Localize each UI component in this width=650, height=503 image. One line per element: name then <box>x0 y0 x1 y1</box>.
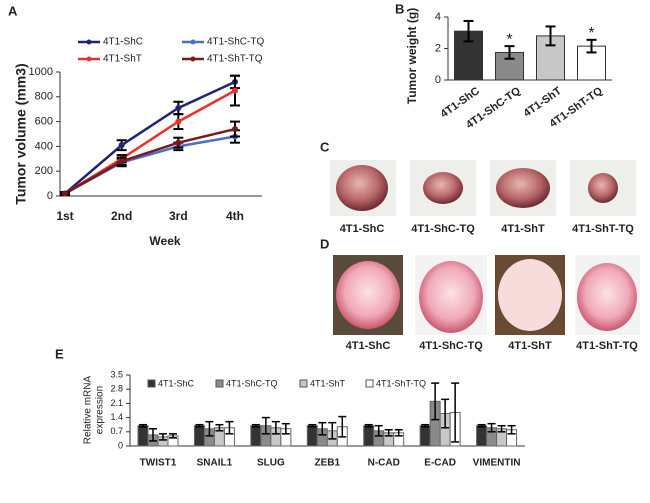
lung <box>577 263 637 331</box>
photo-label: 4T1-ShT <box>501 223 545 235</box>
photo-label: 4T1-ShT-TQ <box>572 223 634 235</box>
legend-marker <box>190 56 196 62</box>
bar <box>476 425 488 447</box>
legend-label: 4T1-ShC <box>103 37 143 48</box>
x-tick-label: 2nd <box>111 209 132 223</box>
panel-label: D <box>320 236 329 251</box>
legend-swatch <box>299 379 308 388</box>
legend-label: 4T1-ShC-TQ <box>207 37 264 48</box>
x-tick-label: SLUG <box>257 458 285 469</box>
y-axis-label: Tumor weight (g) <box>405 8 419 104</box>
tumor <box>423 172 463 204</box>
panel-label: E <box>55 346 64 361</box>
legend-swatch <box>147 379 156 388</box>
bar <box>363 425 375 447</box>
photo-label: 4T1-ShT-TQ <box>576 340 638 352</box>
panel-label: B <box>395 1 404 16</box>
y-tick-label: 0.7 <box>110 426 123 436</box>
x-tick-label: SNAIL1 <box>197 458 233 469</box>
x-tick-label: 4th <box>226 209 244 223</box>
y-axis-label: Tumor volume (mm3) <box>13 63 29 204</box>
legend-marker <box>86 39 92 45</box>
significance: * <box>588 25 594 42</box>
legend-label: 4T1-ShC <box>158 378 195 388</box>
lung <box>498 259 562 331</box>
x-tick-label: N-CAD <box>368 458 400 469</box>
bar <box>536 35 565 81</box>
tumor <box>496 168 550 208</box>
line <box>64 135 236 195</box>
y-tick-label: 2 <box>435 42 441 54</box>
point <box>232 87 238 94</box>
photo-label: 4T1-ShC-TQ <box>411 223 475 235</box>
legend-label: 4T1-ShT <box>103 54 142 65</box>
x-tick-label: VIMENTIN <box>473 458 521 469</box>
y-tick-label: 0 <box>435 74 441 86</box>
y-tick-label: 0 <box>47 190 53 202</box>
legend-swatch <box>215 379 224 388</box>
y-tick-label: 2.8 <box>110 384 123 394</box>
point <box>232 126 238 133</box>
legend-label: 4T1-ShT-TQ <box>376 378 426 388</box>
photo-label: 4T1-ShC <box>340 223 385 235</box>
y-tick-label: 4 <box>435 11 441 23</box>
x-tick-label: 1st <box>56 209 73 223</box>
y-tick-label: 1.4 <box>110 412 123 422</box>
legend-marker <box>86 56 92 62</box>
photo-label: 4T1-ShC-TQ <box>419 340 483 352</box>
line <box>64 127 236 195</box>
legend-swatch <box>365 379 374 388</box>
bar <box>193 425 205 447</box>
photo-label: 4T1-ShC <box>346 340 391 352</box>
y-tick-label: 800 <box>35 91 53 103</box>
legend-label: 4T1-ShT <box>310 378 346 388</box>
y-tick-label: 600 <box>35 116 53 128</box>
y-tick-label: 0 <box>118 440 123 450</box>
significance: * <box>506 31 512 48</box>
y-tick-label: 1000 <box>29 66 53 78</box>
tumor <box>588 173 618 203</box>
lung <box>336 261 400 329</box>
y-tick-label: 200 <box>35 165 53 177</box>
photo-label: 4T1-ShT <box>508 340 552 352</box>
panel-label: A <box>8 3 18 18</box>
bar <box>419 425 431 447</box>
point <box>118 142 125 149</box>
lung <box>419 261 483 333</box>
x-tick-label: ZEB1 <box>315 458 341 469</box>
line <box>64 80 236 195</box>
y-axis-label: expression <box>95 386 106 434</box>
x-tick-label: E-CAD <box>424 458 456 469</box>
legend-label: 4T1-ShC-TQ <box>226 378 278 388</box>
y-axis-label: Relative mRNA <box>83 376 94 445</box>
point <box>175 139 182 146</box>
bar <box>250 425 262 447</box>
point <box>62 190 68 197</box>
y-tick-label: 3.5 <box>110 369 123 379</box>
lung-photos <box>333 255 640 335</box>
y-tick-label: 400 <box>35 140 53 152</box>
point <box>175 118 182 125</box>
legend-marker <box>190 39 196 45</box>
x-tick-label: TWIST1 <box>140 458 177 469</box>
legend-label: 4T1-ShT-TQ <box>207 54 263 65</box>
x-tick-label: 3rd <box>169 209 188 223</box>
bar <box>306 425 318 447</box>
point <box>118 158 125 165</box>
y-tick-label: 2.1 <box>110 398 123 408</box>
tumor <box>336 165 388 211</box>
bar <box>137 425 149 447</box>
tumor-photos <box>330 160 636 216</box>
x-axis-label: Week <box>149 234 180 248</box>
point <box>175 104 182 111</box>
panel-label: C <box>320 139 330 154</box>
